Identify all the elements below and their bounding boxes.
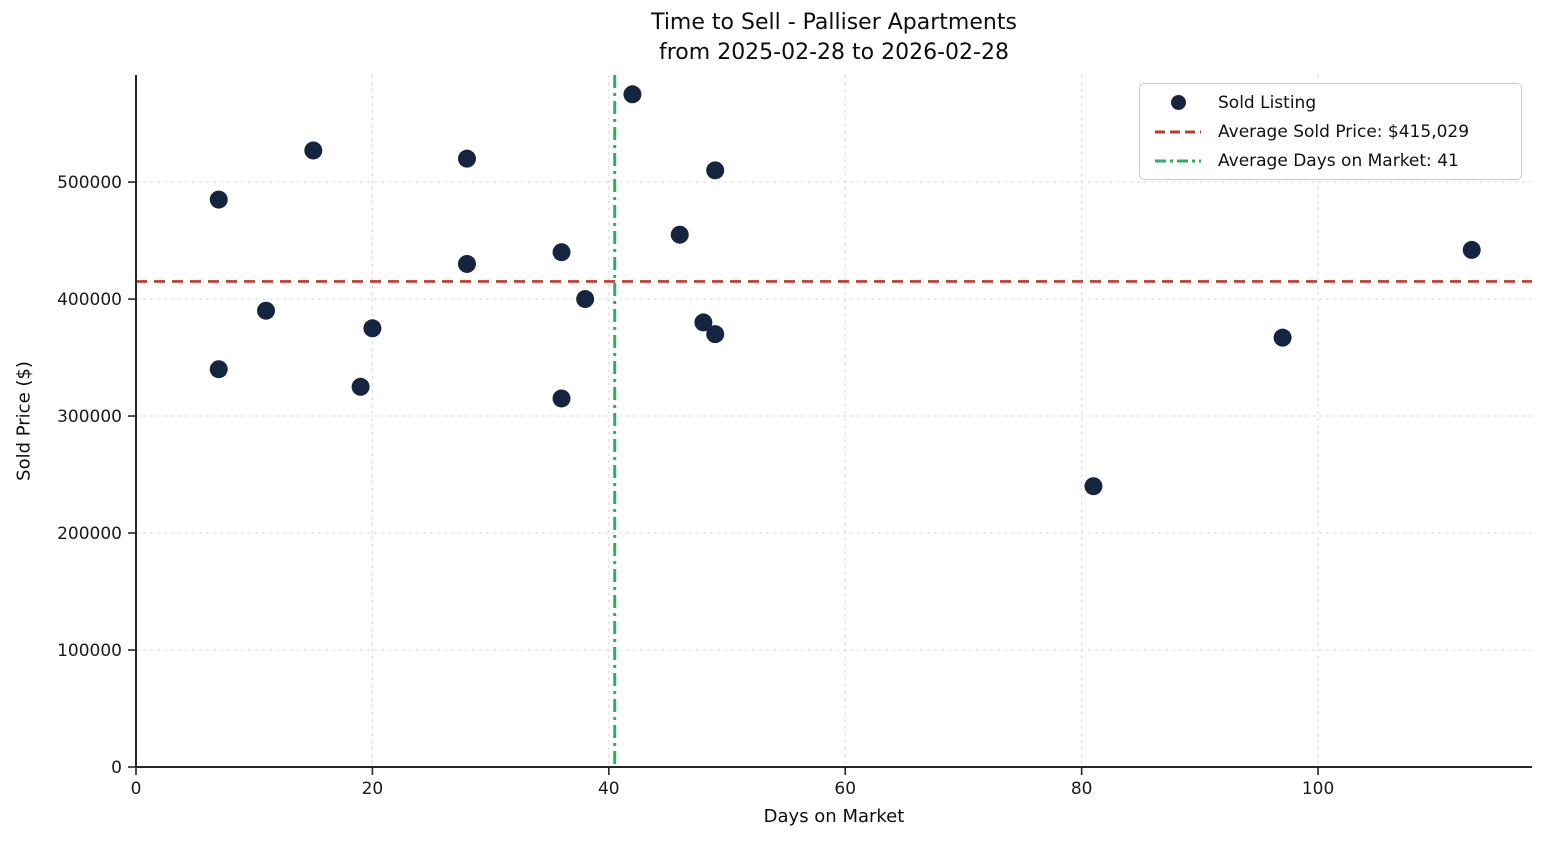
y-tick-label: 500000 (57, 173, 122, 193)
scatter-point (552, 243, 571, 262)
y-tick-label: 100000 (57, 641, 122, 661)
scatter-point (209, 360, 228, 379)
chart-subtitle: from 2025-02-28 to 2026-02-28 (659, 40, 1009, 65)
x-tick-label: 60 (834, 779, 856, 799)
y-tick-label: 300000 (57, 407, 122, 427)
scatter-point (670, 225, 689, 244)
legend-label-sold-listing: Sold Listing (1218, 92, 1317, 113)
scatter-point (1273, 328, 1292, 347)
y-axis-label: Sold Price ($) (13, 361, 35, 481)
sold-listing-marker-icon (1152, 95, 1204, 110)
scatter-point (1462, 240, 1481, 259)
scatter-point (351, 377, 370, 396)
scatter-point (706, 161, 725, 180)
legend-label-avg-days: Average Days on Market: 41 (1218, 150, 1459, 171)
avg-days-line-icon (1152, 158, 1204, 164)
legend: Sold Listing Average Sold Price: $415,02… (1139, 83, 1522, 180)
x-tick-label: 0 (131, 779, 142, 799)
scatter-point (694, 313, 713, 332)
scatter-point (209, 190, 228, 209)
chart-title-block: Time to Sell - Palliser Apartments from … (136, 8, 1532, 68)
legend-item-avg-days: Average Days on Market: 41 (1140, 146, 1521, 175)
y-tick-label: 400000 (57, 290, 122, 310)
legend-label-avg-price: Average Sold Price: $415,029 (1218, 121, 1470, 142)
scatter-point (457, 149, 476, 168)
scatter-point (457, 254, 476, 273)
scatter-point (257, 301, 276, 320)
avg-price-line-icon (1152, 129, 1204, 135)
scatter-point (706, 325, 725, 344)
scatter-point (304, 141, 323, 160)
chart-title: Time to Sell - Palliser Apartments (651, 10, 1017, 35)
x-tick-label: 40 (598, 779, 620, 799)
scatter-point (552, 389, 571, 408)
scatter-point (576, 290, 595, 309)
scatter-point (623, 85, 642, 104)
x-tick-label: 20 (362, 779, 384, 799)
x-tick-label: 100 (1302, 779, 1334, 799)
legend-item-avg-price: Average Sold Price: $415,029 (1140, 117, 1521, 146)
x-axis-label: Days on Market (763, 806, 905, 827)
scatter-point (1084, 477, 1103, 496)
x-tick-label: 80 (1071, 779, 1093, 799)
scatter-point (363, 319, 382, 338)
legend-item-sold-listing: Sold Listing (1140, 88, 1521, 117)
y-tick-label: 200000 (57, 524, 122, 544)
y-tick-label: 0 (111, 758, 122, 778)
